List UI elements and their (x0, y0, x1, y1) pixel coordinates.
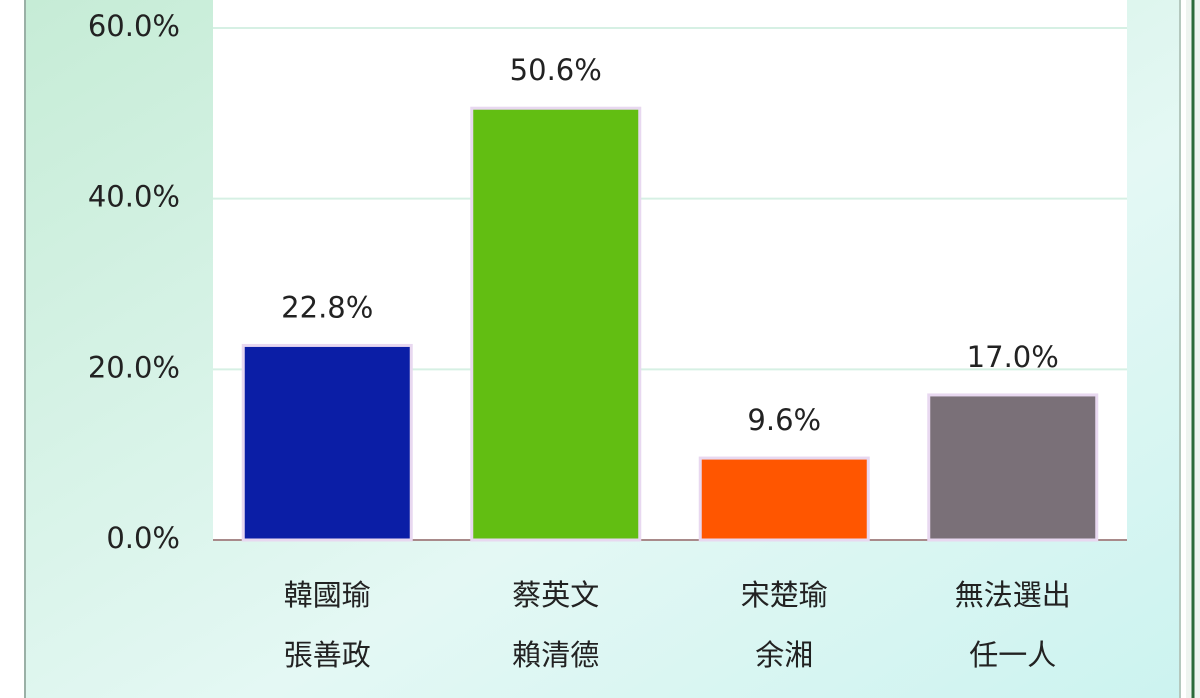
y-tick-label: 40.0% (88, 180, 180, 214)
x-tick-label: 賴清德 (512, 638, 599, 672)
y-tick-label: 60.0% (88, 9, 180, 43)
bar (470, 106, 642, 542)
value-label: 17.0% (967, 340, 1059, 374)
x-tick-label: 張善政 (284, 638, 371, 672)
x-tick-label: 蔡英文 (512, 578, 599, 612)
x-tick-label: 余湘 (755, 638, 813, 672)
y-tick-label: 0.0% (106, 521, 180, 555)
value-label: 22.8% (281, 290, 373, 324)
value-label: 50.6% (510, 53, 602, 87)
x-tick-label: 宋楚瑜 (741, 578, 828, 612)
x-tick-label: 韓國瑜 (284, 578, 371, 612)
bar (241, 343, 413, 542)
y-tick-label: 20.0% (88, 350, 180, 384)
bar (927, 393, 1099, 542)
bar (698, 456, 870, 542)
x-tick-label: 任一人 (969, 638, 1056, 672)
value-label: 9.6% (747, 403, 821, 437)
x-tick-label: 無法選出 (955, 578, 1071, 612)
